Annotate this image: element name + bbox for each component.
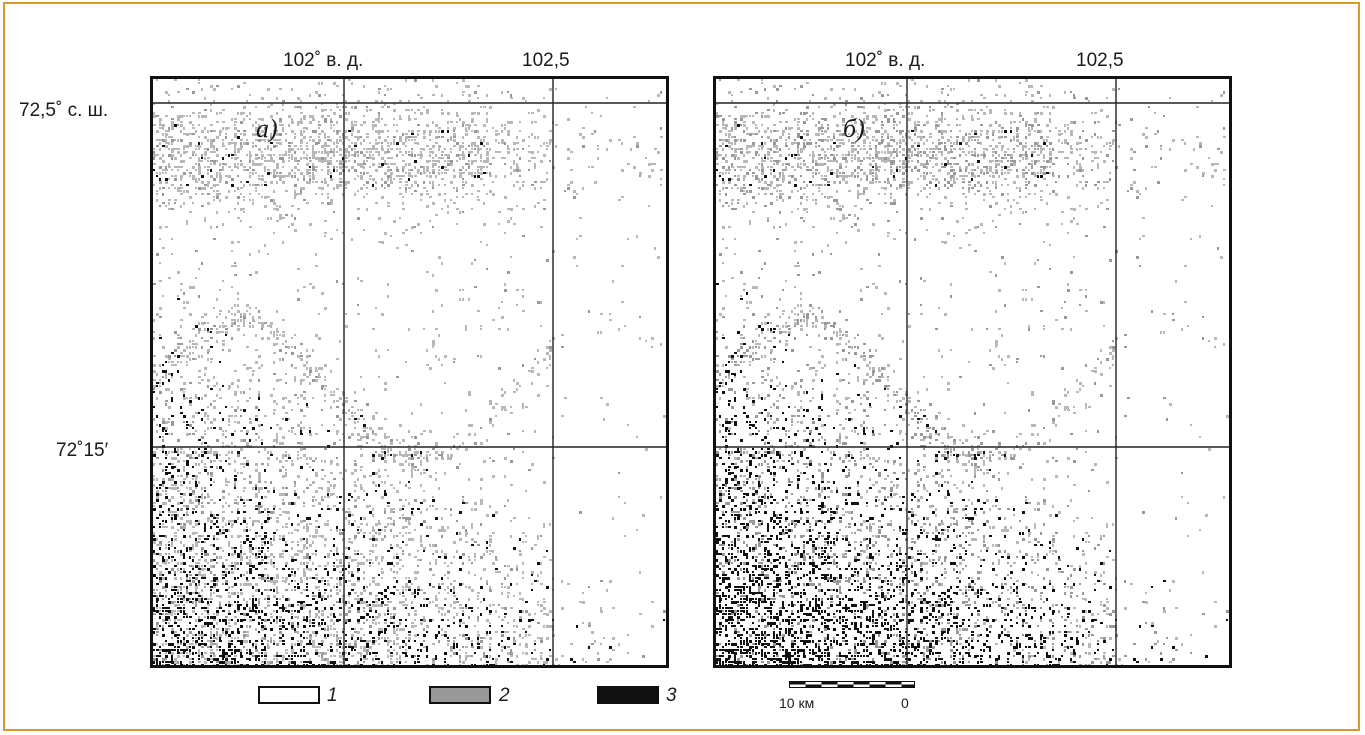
scale-bar-left-label: 10 км [779, 695, 815, 711]
legend-swatch-1 [258, 686, 320, 704]
legend-label-3: 3 [666, 685, 677, 706]
legend-swatch-3 [597, 686, 659, 704]
scale-bar [789, 681, 915, 688]
legend-label-2: 2 [499, 685, 510, 706]
panel-a-lat-label-top: 72,5˚ с. ш. [19, 100, 109, 121]
panel-b-letter: б) [843, 114, 865, 143]
legend-swatch-2 [429, 686, 491, 704]
panel-b-lon-label-102: 102˚ в. д. [845, 50, 926, 71]
panel-a-letter: а) [256, 114, 278, 143]
panel-a-lon-label-102-5: 102,5 [522, 50, 570, 71]
map-panel-b [713, 76, 1232, 668]
panel-b-lon-label-102-5: 102,5 [1076, 50, 1124, 71]
panel-a-lon-label-102: 102˚ в. д. [283, 50, 364, 71]
panel-a-lat-label-mid: 72˚15′ [56, 440, 109, 461]
legend-label-1: 1 [327, 685, 338, 706]
scale-bar-right-label: 0 [901, 695, 909, 711]
map-panel-a [150, 76, 669, 668]
